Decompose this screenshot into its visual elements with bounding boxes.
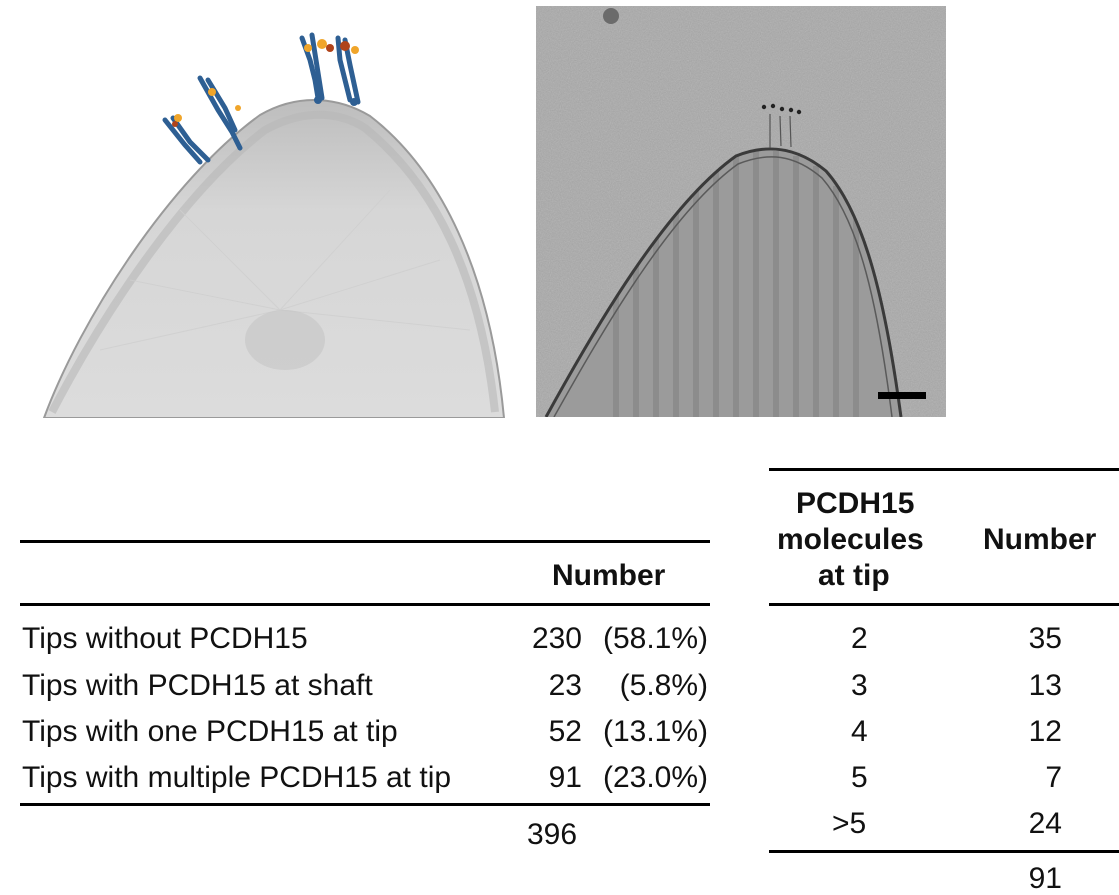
table1-row-pct: (58.1%) xyxy=(602,622,708,655)
table1-total: 396 xyxy=(527,818,578,851)
table2-row-number: 13 xyxy=(1028,669,1062,702)
cryo-em-micrograph-of-stereocilium-tip-icon xyxy=(536,6,946,417)
table1-row-pct: (23.0%) xyxy=(602,761,708,794)
table1-row-label: Tips with PCDH15 at shaft xyxy=(22,669,373,702)
table2-header-rule xyxy=(769,603,1119,606)
table1-row-count: 52 xyxy=(548,715,582,748)
table1-number-header: Number xyxy=(552,559,666,592)
table1-row-pct: (5.8%) xyxy=(619,669,708,702)
table1-bottom-rule xyxy=(20,803,710,806)
membrane-tip-model-with-pcdh15-molecules-icon xyxy=(42,32,506,418)
table1-top-rule xyxy=(20,540,710,543)
membrane-tip-model-image xyxy=(40,20,508,418)
table2-row-molecules: 2 xyxy=(851,622,868,655)
table2-molecules-header-line2: molecules xyxy=(777,523,924,556)
table1-row-count: 23 xyxy=(548,669,582,702)
table2-row-number: 35 xyxy=(1028,622,1062,655)
cryo-em-micrograph-image xyxy=(536,6,946,417)
table2-row-molecules: >5 xyxy=(832,807,867,840)
table1-row-label: Tips without PCDH15 xyxy=(22,622,308,655)
table2-row-number: 7 xyxy=(1045,761,1062,794)
table2-top-rule xyxy=(769,468,1119,471)
table1-row-label: Tips with multiple PCDH15 at tip xyxy=(22,761,452,794)
table1-row-count: 91 xyxy=(548,761,582,794)
table1-row-pct: (13.1%) xyxy=(602,715,708,748)
table2-total: 91 xyxy=(1028,862,1062,895)
table2-row-number: 12 xyxy=(1028,715,1062,748)
table1-row-label: Tips with one PCDH15 at tip xyxy=(22,715,398,748)
table2-molecules-header-line1: PCDH15 xyxy=(796,487,915,520)
scale-bar xyxy=(878,392,926,399)
table2-bottom-rule xyxy=(769,850,1119,853)
table2-row-molecules: 3 xyxy=(851,669,868,702)
table2-molecules-header-line3: at tip xyxy=(818,559,890,592)
table1-header-rule xyxy=(20,603,710,606)
table2-row-molecules: 4 xyxy=(851,715,868,748)
table1-row-count: 230 xyxy=(531,622,582,655)
table2-row-number: 24 xyxy=(1028,807,1062,840)
table2-row-molecules: 5 xyxy=(851,761,868,794)
table2-number-header: Number xyxy=(983,523,1097,556)
